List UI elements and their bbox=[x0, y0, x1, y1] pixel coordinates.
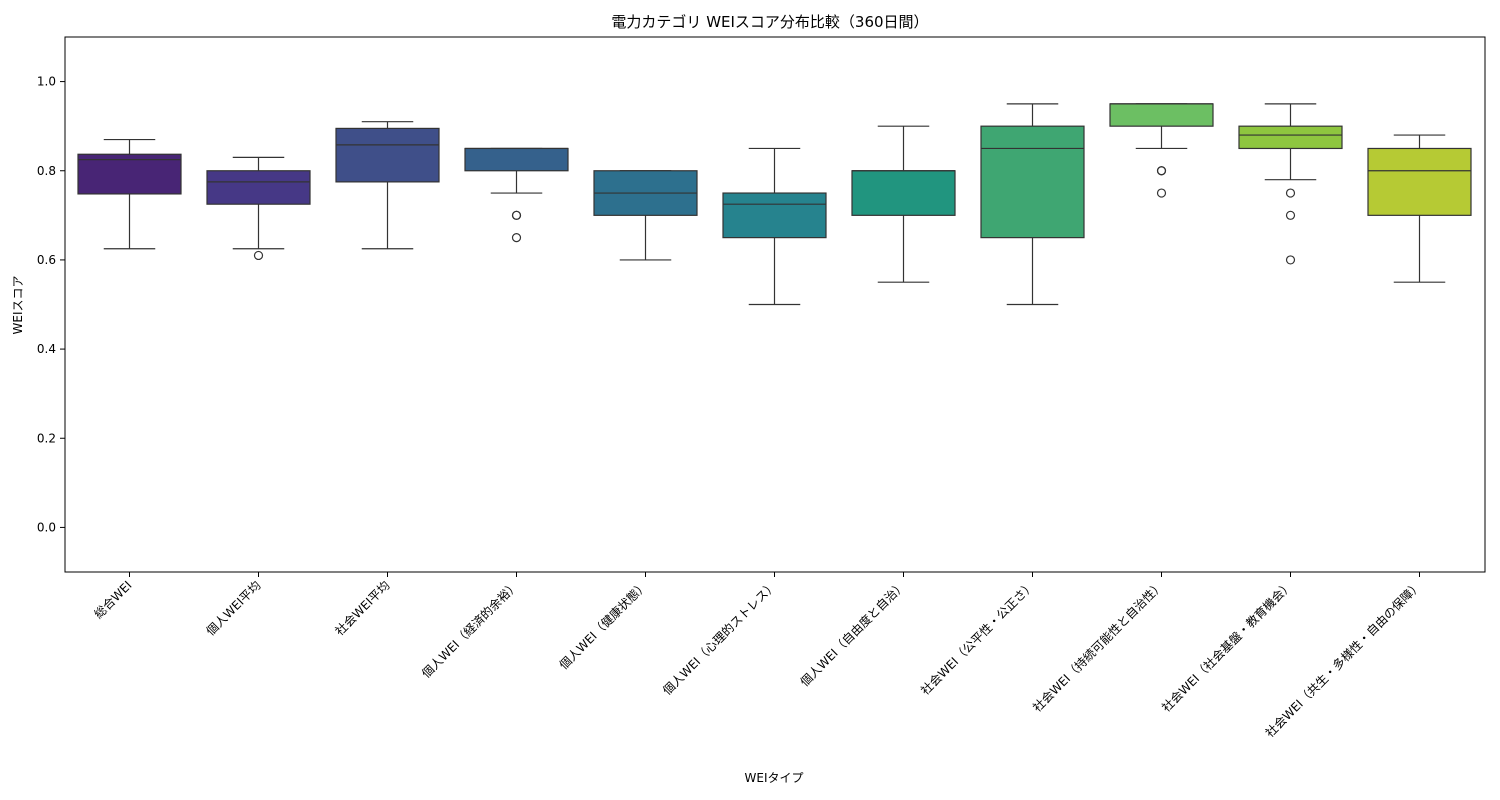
x-axis: 総合WEI 個人WEI平均 社会WEI平均 個人WEI（経済的余裕） 個人WEI（健康状… bbox=[91, 572, 1425, 740]
iqr-box bbox=[1238, 125, 1343, 150]
box-0 bbox=[77, 138, 182, 250]
box-9 bbox=[1238, 103, 1343, 265]
x-tick-label: 個人WEI平均 bbox=[204, 578, 264, 638]
y-tick-label: 0.2 bbox=[37, 431, 56, 445]
y-tick-label: 0.6 bbox=[37, 253, 56, 267]
y-axis: 0.0 0.2 0.4 0.6 0.8 1.0 bbox=[37, 75, 65, 534]
iqr-box bbox=[851, 170, 956, 216]
box-1 bbox=[206, 156, 311, 261]
y-tick-label: 0.0 bbox=[37, 520, 56, 534]
outlier-point bbox=[1156, 188, 1167, 198]
box-7 bbox=[980, 103, 1085, 306]
x-tick-label: 個人WEI（健康状態） bbox=[556, 578, 651, 673]
outlier-point bbox=[1285, 210, 1296, 220]
x-tick-label: 社会WEI（持続可能性と自治性） bbox=[1029, 578, 1166, 715]
x-tick-label: 社会WEI（共生・多様性・自由の保障） bbox=[1262, 578, 1425, 741]
y-tick-label: 0.8 bbox=[37, 164, 56, 178]
iqr-box bbox=[1109, 103, 1214, 127]
outlier-point bbox=[511, 233, 522, 243]
boxes bbox=[77, 103, 1472, 306]
outlier-point bbox=[1285, 255, 1296, 265]
iqr-box bbox=[335, 127, 440, 183]
iqr-box bbox=[722, 192, 827, 239]
box-5 bbox=[722, 147, 827, 306]
iqr-box bbox=[980, 125, 1085, 239]
y-tick-label: 0.4 bbox=[37, 342, 56, 356]
x-tick-label: 社会WEI（社会基盤・教育機会） bbox=[1158, 578, 1295, 715]
x-axis-label: WEIタイプ bbox=[745, 771, 804, 785]
iqr-box bbox=[1367, 147, 1472, 216]
x-tick-label: 個人WEI（心理的ストレス） bbox=[659, 578, 779, 698]
x-tick-label: 個人WEI（自由度と自治） bbox=[797, 578, 909, 690]
box-2 bbox=[335, 121, 440, 250]
x-tick-label: 社会WEI平均 bbox=[332, 578, 393, 639]
box-8 bbox=[1109, 103, 1214, 198]
iqr-box bbox=[206, 170, 311, 205]
iqr-box bbox=[464, 147, 569, 172]
iqr-box bbox=[77, 153, 182, 195]
y-axis-label: WEIスコア bbox=[11, 276, 25, 335]
x-tick-label: 総合WEI bbox=[91, 578, 135, 622]
outlier-point bbox=[253, 250, 264, 261]
x-tick-label: 社会WEI（公平性・公正さ） bbox=[917, 578, 1037, 698]
box-3 bbox=[464, 147, 569, 243]
chart-title: 電力カテゴリ WEIスコア分布比較（360日間） bbox=[611, 13, 928, 31]
box-6 bbox=[851, 125, 956, 283]
box-10 bbox=[1367, 134, 1472, 283]
x-tick-label: 個人WEI（経済的余裕） bbox=[418, 578, 521, 681]
outlier-point bbox=[511, 210, 522, 220]
outlier-point bbox=[1285, 188, 1296, 198]
outlier-point bbox=[1156, 166, 1167, 176]
box-4 bbox=[593, 170, 698, 261]
y-tick-label: 1.0 bbox=[37, 75, 56, 89]
